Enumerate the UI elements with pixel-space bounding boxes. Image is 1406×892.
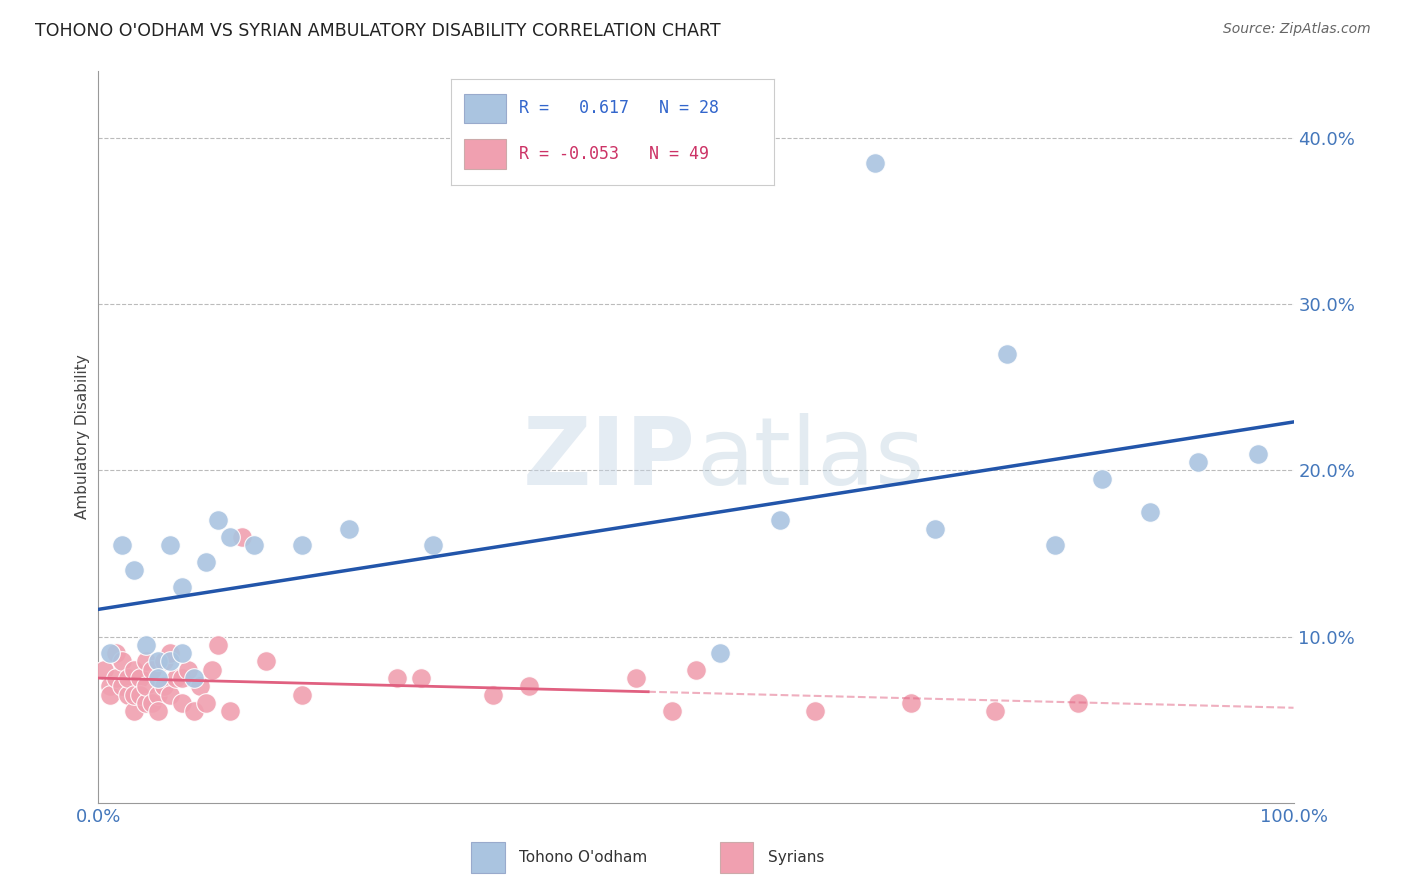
Point xyxy=(900,696,922,710)
Point xyxy=(124,705,146,719)
Point xyxy=(111,680,134,694)
Point xyxy=(148,688,170,702)
Point xyxy=(98,688,122,702)
Point xyxy=(159,655,181,669)
Point xyxy=(135,696,157,710)
Point xyxy=(172,696,194,710)
Point xyxy=(153,655,176,669)
Point xyxy=(183,705,205,719)
Point xyxy=(804,705,827,719)
Point xyxy=(924,521,946,535)
Point xyxy=(768,513,790,527)
Point xyxy=(984,705,1007,719)
Text: Source: ZipAtlas.com: Source: ZipAtlas.com xyxy=(1223,22,1371,37)
Point xyxy=(517,680,540,694)
Y-axis label: Ambulatory Disability: Ambulatory Disability xyxy=(75,355,90,519)
Point xyxy=(1247,447,1270,461)
Point xyxy=(105,646,128,660)
Point xyxy=(148,655,170,669)
Text: ZIP: ZIP xyxy=(523,413,696,505)
Point xyxy=(172,671,194,685)
Point xyxy=(685,663,707,677)
Point xyxy=(117,688,139,702)
Point xyxy=(177,663,200,677)
Point xyxy=(93,663,115,677)
Point xyxy=(153,680,176,694)
Point xyxy=(411,671,433,685)
Point xyxy=(481,688,505,702)
Point xyxy=(165,671,187,685)
Text: atlas: atlas xyxy=(696,413,924,505)
Point xyxy=(1091,472,1114,486)
Point xyxy=(201,663,224,677)
Point xyxy=(129,671,152,685)
Point xyxy=(117,671,139,685)
Point xyxy=(159,646,181,660)
Point xyxy=(98,680,122,694)
Point xyxy=(159,688,181,702)
Point xyxy=(98,646,122,660)
Point xyxy=(135,680,157,694)
Point xyxy=(865,155,887,169)
Point xyxy=(339,521,361,535)
Point xyxy=(141,696,163,710)
Point xyxy=(422,538,444,552)
Point xyxy=(1043,538,1066,552)
Point xyxy=(995,347,1018,361)
Point xyxy=(183,671,205,685)
Point xyxy=(188,680,211,694)
Point xyxy=(124,563,146,577)
Point xyxy=(291,538,314,552)
Text: TOHONO O'ODHAM VS SYRIAN AMBULATORY DISABILITY CORRELATION CHART: TOHONO O'ODHAM VS SYRIAN AMBULATORY DISA… xyxy=(35,22,721,40)
Point xyxy=(105,671,128,685)
Point xyxy=(243,538,266,552)
Point xyxy=(148,671,170,685)
Point xyxy=(159,538,181,552)
Point xyxy=(124,663,146,677)
Point xyxy=(219,530,242,544)
Point xyxy=(111,538,134,552)
Point xyxy=(135,638,157,652)
Point xyxy=(254,655,277,669)
Point xyxy=(172,580,194,594)
Point xyxy=(231,530,253,544)
Point xyxy=(111,655,134,669)
Point xyxy=(207,513,229,527)
Point xyxy=(135,655,157,669)
Point xyxy=(219,705,242,719)
Point xyxy=(207,638,229,652)
Point xyxy=(626,671,648,685)
Point xyxy=(124,688,146,702)
Point xyxy=(195,696,218,710)
Point xyxy=(291,688,314,702)
Point xyxy=(1067,696,1090,710)
Point xyxy=(385,671,409,685)
Point xyxy=(1139,505,1161,519)
Point xyxy=(661,705,683,719)
Point xyxy=(195,555,218,569)
Point xyxy=(148,705,170,719)
Point xyxy=(172,646,194,660)
Point xyxy=(141,663,163,677)
Point xyxy=(129,688,152,702)
Point xyxy=(709,646,731,660)
Point xyxy=(1187,455,1209,469)
